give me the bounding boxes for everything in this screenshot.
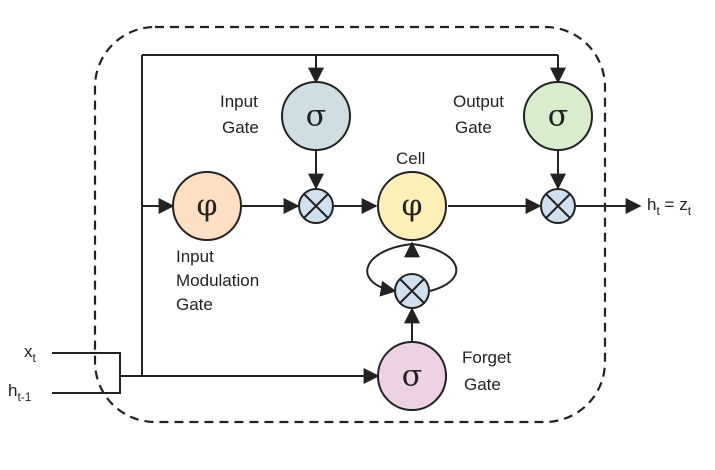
output-gate-node: σ — [523, 81, 593, 151]
output-gate-label-line1: Output — [453, 92, 504, 111]
input-gate-label-line2: Gate — [222, 118, 259, 137]
multiply-icon — [303, 193, 329, 219]
input-modulation-gate-label-line3: Gate — [176, 295, 213, 314]
input-gate-circle — [281, 81, 351, 151]
input-h-prev-label: ht-1 — [8, 381, 32, 404]
multiply-icon — [399, 278, 425, 304]
input-gate-label-line1: Input — [220, 92, 258, 111]
input-gate-symbol: σ — [306, 99, 326, 134]
multiply-icon — [545, 193, 571, 219]
output-gate-symbol: σ — [548, 99, 568, 134]
cell-symbol: φ — [401, 189, 422, 224]
multiply-node-input — [298, 188, 334, 224]
cell-circle — [377, 171, 447, 241]
wires — [52, 54, 642, 394]
output-gate-label-line2: Gate — [455, 118, 492, 137]
forget-gate-circle — [377, 341, 447, 411]
input-gate-node: σ — [281, 81, 351, 151]
input-modulation-gate-circle — [172, 171, 242, 241]
input-modulation-gate-label-line1: Input — [176, 247, 214, 266]
output-gate-circle — [523, 81, 593, 151]
input-modulation-gate-node: φ — [172, 171, 242, 241]
cell-label: Cell — [396, 149, 425, 168]
multiply-node-output — [540, 188, 576, 224]
output-label: ht = zt — [647, 195, 692, 218]
input-modulation-gate-label-line2: Modulation — [176, 271, 259, 290]
forget-gate-label-line2: Gate — [464, 375, 501, 394]
cell-boundary — [93, 25, 607, 424]
cell-node: φ — [377, 171, 447, 241]
forget-gate-symbol: σ — [402, 359, 422, 394]
forget-gate-label-line1: Forget — [462, 348, 511, 367]
forget-gate-node: σ — [377, 341, 447, 411]
multiply-node-forget — [394, 273, 430, 309]
input-x-label: xt — [24, 342, 37, 365]
input-modulation-gate-symbol: φ — [196, 189, 217, 224]
